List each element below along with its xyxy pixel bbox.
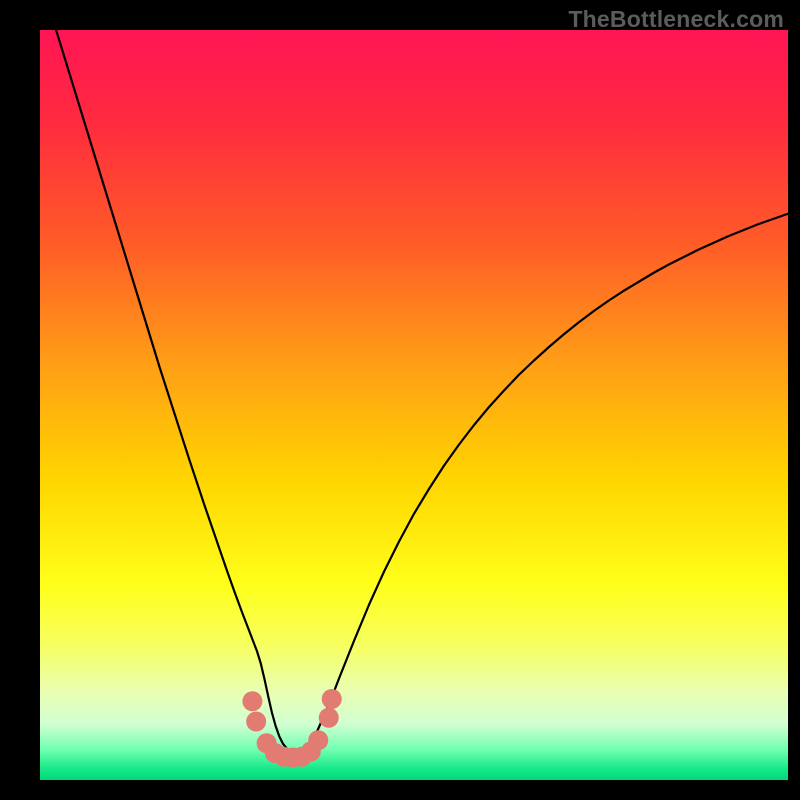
optimal-marker (246, 712, 266, 732)
plot-container (40, 30, 788, 780)
optimal-marker (308, 730, 328, 750)
optimal-marker (322, 689, 342, 709)
watermark-text: TheBottleneck.com (568, 6, 784, 33)
optimal-marker (242, 691, 262, 711)
optimal-marker (319, 708, 339, 728)
chart-background (40, 30, 788, 780)
bottleneck-chart (40, 30, 788, 780)
